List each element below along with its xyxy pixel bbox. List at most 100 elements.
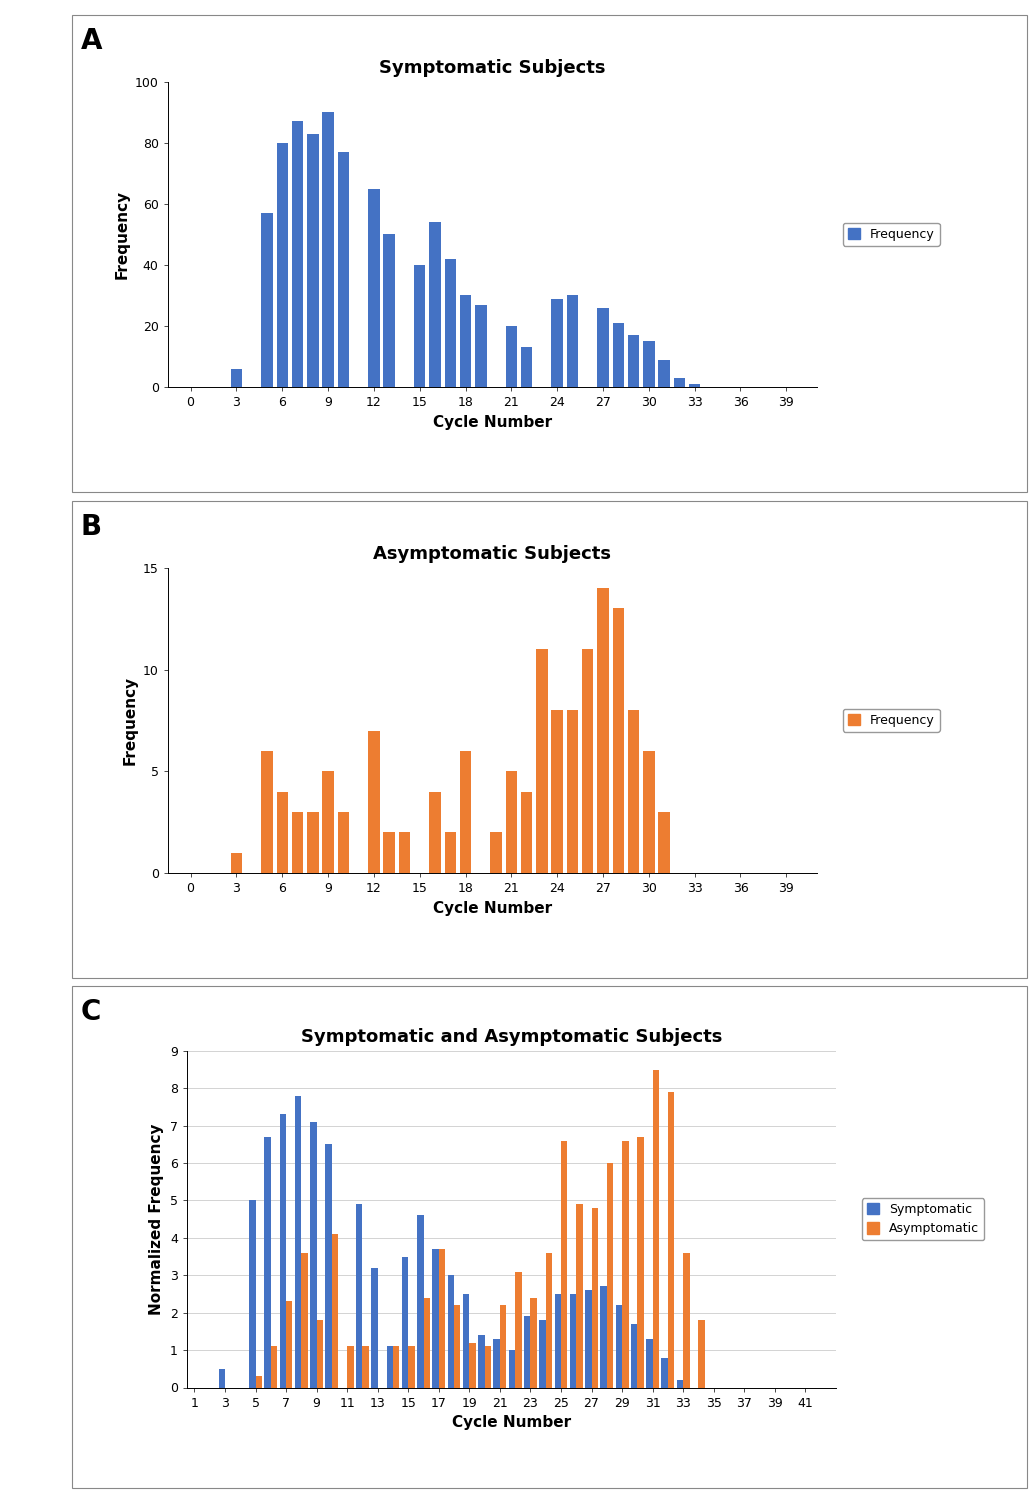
Bar: [292, 812, 303, 873]
Y-axis label: Frequency: Frequency: [122, 676, 137, 765]
Bar: [322, 771, 333, 873]
Bar: [401, 1257, 409, 1388]
Bar: [567, 710, 578, 873]
Bar: [384, 833, 395, 873]
Bar: [317, 1320, 323, 1388]
X-axis label: Cycle Number: Cycle Number: [432, 900, 552, 915]
Bar: [409, 1347, 415, 1388]
Y-axis label: Frequency: Frequency: [115, 190, 129, 279]
Bar: [582, 650, 593, 873]
Bar: [308, 134, 319, 387]
Bar: [256, 1377, 262, 1388]
Bar: [384, 234, 395, 387]
Bar: [652, 1070, 659, 1388]
Bar: [616, 1305, 622, 1388]
Bar: [601, 1287, 607, 1388]
Title: Symptomatic and Asymptomatic Subjects: Symptomatic and Asymptomatic Subjects: [300, 1029, 722, 1047]
Bar: [515, 1272, 521, 1388]
Bar: [506, 771, 517, 873]
Bar: [387, 1347, 393, 1388]
Bar: [598, 588, 609, 873]
Bar: [337, 152, 349, 387]
Bar: [546, 1252, 552, 1388]
Bar: [537, 650, 548, 873]
Legend: Frequency: Frequency: [842, 710, 940, 732]
Bar: [423, 1298, 430, 1388]
Bar: [368, 189, 380, 387]
X-axis label: Cycle Number: Cycle Number: [452, 1414, 571, 1430]
Bar: [249, 1200, 256, 1388]
Bar: [478, 1335, 485, 1388]
Bar: [638, 1137, 644, 1388]
X-axis label: Cycle Number: Cycle Number: [432, 414, 552, 429]
Bar: [570, 1294, 576, 1388]
Bar: [398, 833, 410, 873]
Bar: [631, 1324, 638, 1388]
Bar: [454, 1305, 460, 1388]
Bar: [325, 1144, 332, 1388]
Bar: [295, 1095, 301, 1388]
Bar: [372, 1268, 378, 1388]
Bar: [219, 1370, 225, 1388]
Bar: [261, 213, 272, 387]
Bar: [627, 334, 639, 387]
Bar: [393, 1347, 399, 1388]
Bar: [448, 1275, 454, 1388]
Bar: [493, 1340, 499, 1388]
Bar: [362, 1347, 368, 1388]
Title: Asymptomatic Subjects: Asymptomatic Subjects: [374, 546, 611, 564]
Bar: [347, 1347, 354, 1388]
Bar: [231, 852, 243, 873]
Legend: Symptomatic, Asymptomatic: Symptomatic, Asymptomatic: [862, 1198, 985, 1240]
Bar: [524, 1317, 530, 1388]
Bar: [646, 1340, 652, 1388]
Bar: [470, 1342, 476, 1388]
Bar: [658, 360, 670, 387]
Bar: [622, 1140, 628, 1388]
Text: B: B: [80, 513, 101, 542]
Bar: [301, 1252, 308, 1388]
Bar: [429, 792, 441, 873]
Bar: [270, 1347, 278, 1388]
Bar: [521, 348, 533, 387]
Bar: [613, 609, 624, 873]
Text: C: C: [80, 998, 101, 1026]
Bar: [414, 266, 425, 387]
Bar: [286, 1302, 292, 1388]
Legend: Frequency: Frequency: [842, 224, 940, 246]
Bar: [561, 1140, 568, 1388]
Bar: [674, 378, 685, 387]
Title: Symptomatic Subjects: Symptomatic Subjects: [379, 60, 606, 78]
Bar: [485, 1347, 491, 1388]
Bar: [445, 260, 456, 387]
Bar: [277, 792, 288, 873]
Bar: [576, 1204, 583, 1388]
Bar: [368, 730, 380, 873]
Bar: [311, 1122, 317, 1388]
Bar: [261, 752, 272, 873]
Bar: [598, 308, 609, 387]
Bar: [475, 304, 486, 387]
Bar: [585, 1290, 591, 1388]
Bar: [460, 296, 472, 387]
Bar: [439, 1250, 445, 1388]
Bar: [627, 710, 639, 873]
Bar: [530, 1298, 537, 1388]
Bar: [429, 222, 441, 387]
Bar: [643, 752, 654, 873]
Bar: [643, 342, 654, 387]
Bar: [277, 142, 288, 387]
Bar: [677, 1380, 683, 1388]
Bar: [490, 833, 502, 873]
Bar: [613, 322, 624, 387]
Bar: [521, 792, 533, 873]
Bar: [540, 1320, 546, 1388]
Bar: [607, 1162, 613, 1388]
Bar: [591, 1208, 598, 1388]
Bar: [567, 296, 578, 387]
Bar: [506, 326, 517, 387]
Bar: [509, 1350, 515, 1388]
Bar: [264, 1137, 270, 1388]
Bar: [460, 752, 472, 873]
Bar: [554, 1294, 561, 1388]
